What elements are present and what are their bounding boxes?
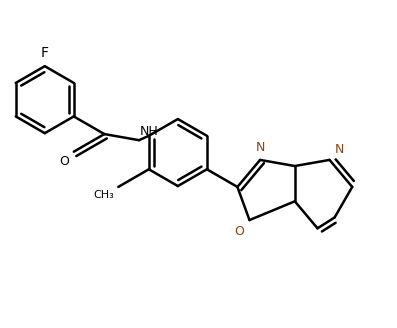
Text: O: O — [60, 155, 69, 168]
Text: O: O — [235, 225, 245, 238]
Text: N: N — [335, 143, 344, 156]
Text: CH₃: CH₃ — [93, 190, 114, 200]
Text: F: F — [41, 46, 49, 60]
Text: NH: NH — [140, 125, 159, 138]
Text: N: N — [255, 141, 265, 154]
